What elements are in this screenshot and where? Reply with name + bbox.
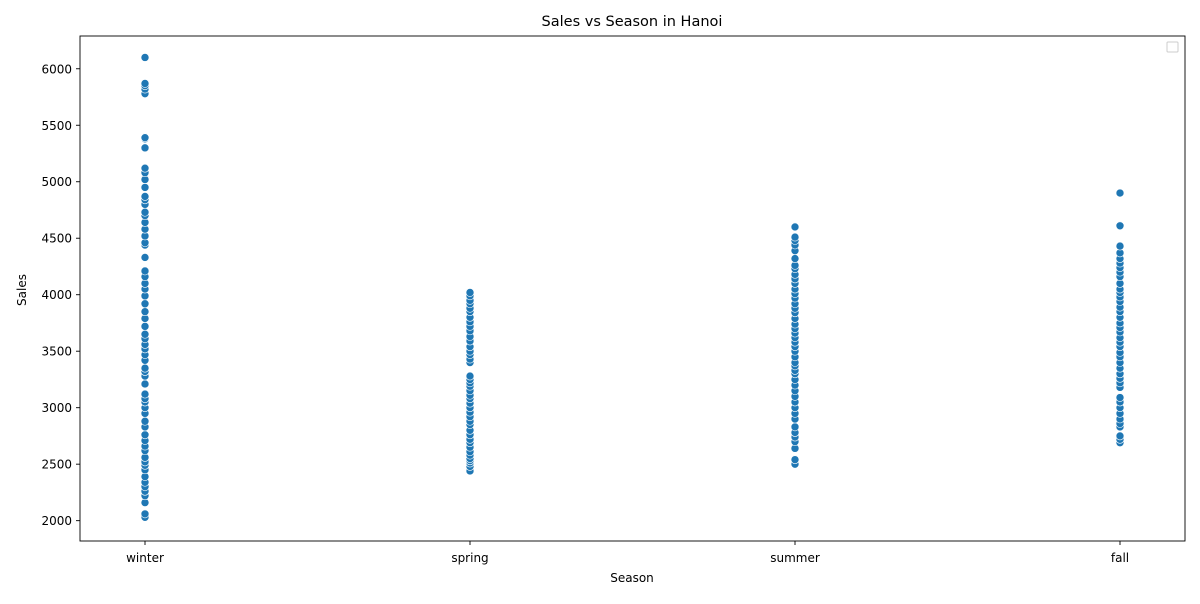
data-point <box>140 266 150 276</box>
series-winter <box>140 53 150 522</box>
y-tick-label: 6000 <box>41 62 72 76</box>
plot-area: 2000 2500 3000 3500 4000 4500 5000 5500 6000 wint… <box>41 35 1186 565</box>
data-point <box>140 133 150 142</box>
data-point <box>140 143 150 153</box>
series-fall <box>1115 188 1125 448</box>
legend-box <box>1166 41 1179 53</box>
data-point <box>140 416 150 426</box>
data-point <box>140 363 150 373</box>
x-tick-label: summer <box>770 551 820 565</box>
x-tick-label: fall <box>1111 551 1129 565</box>
data-point <box>140 192 150 201</box>
x-axis-label: Season <box>610 571 654 585</box>
y-axis-label: Sales <box>15 274 29 306</box>
data-point <box>140 509 150 519</box>
data-point <box>140 322 150 331</box>
x-tick-label: winter <box>126 551 164 565</box>
y-tick-label: 2000 <box>41 514 72 528</box>
data-point <box>140 299 150 309</box>
data-point <box>1115 393 1125 402</box>
y-tick-label: 5000 <box>41 175 72 189</box>
data-point <box>140 389 150 399</box>
data-point <box>140 79 150 88</box>
data-point <box>790 254 800 263</box>
data-point <box>790 222 800 232</box>
data-point <box>790 232 800 242</box>
data-point <box>140 207 150 217</box>
data-point <box>140 307 150 316</box>
x-tick-label: spring <box>451 551 488 565</box>
data-point <box>140 329 150 339</box>
series-summer <box>790 222 800 469</box>
data-point <box>790 455 800 464</box>
data-point <box>140 163 150 173</box>
data-point <box>1115 241 1125 251</box>
axes-frame <box>79 35 1186 542</box>
y-tick-label: 3500 <box>41 345 72 359</box>
data-point <box>140 379 150 389</box>
y-tick-label: 2500 <box>41 458 72 472</box>
data-point <box>1115 221 1125 231</box>
y-tick-label: 3000 <box>41 401 72 415</box>
data-point <box>465 371 475 381</box>
data-point <box>140 53 150 62</box>
data-point <box>140 183 150 192</box>
data-point <box>465 288 475 297</box>
data-point <box>1115 188 1125 198</box>
y-tick-label: 5500 <box>41 119 72 133</box>
series-spring <box>465 288 475 476</box>
data-point <box>790 422 800 432</box>
data-point <box>140 430 150 440</box>
y-tick-label: 4000 <box>41 288 72 302</box>
chart-title: Sales vs Season in Hanoi <box>542 14 723 30</box>
data-point <box>140 253 150 262</box>
y-tick-label: 4500 <box>41 232 72 246</box>
data-point <box>1115 431 1125 441</box>
